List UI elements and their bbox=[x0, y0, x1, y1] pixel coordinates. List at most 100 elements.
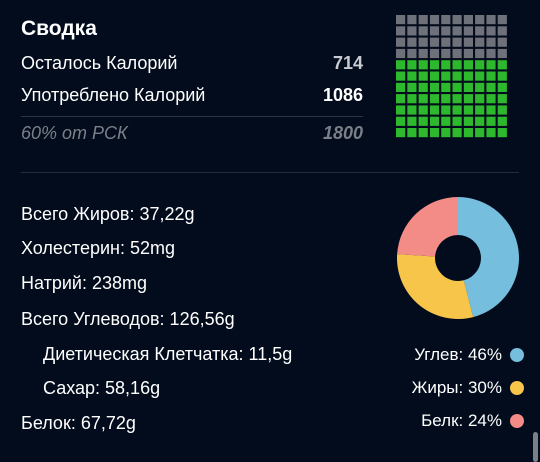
goal-calories-value: 1800 bbox=[322, 123, 363, 143]
waffle-cell bbox=[441, 37, 451, 47]
remaining-calories-row: Осталось Калорий 714 bbox=[21, 53, 363, 74]
waffle-cell bbox=[497, 15, 507, 25]
waffle-cell bbox=[475, 105, 485, 115]
waffle-cell bbox=[452, 82, 462, 92]
waffle-cell bbox=[463, 105, 473, 115]
waffle-cell bbox=[486, 48, 496, 59]
waffle-cell bbox=[475, 60, 485, 70]
legend-carbs-label: Углев: 46% bbox=[414, 345, 502, 364]
waffle-cell bbox=[407, 37, 417, 47]
total-carbs-text: Всего Углеводов: 126,56g bbox=[21, 309, 235, 329]
waffle-cell bbox=[407, 26, 417, 36]
waffle-cell bbox=[396, 48, 406, 59]
waffle-cell bbox=[463, 82, 473, 92]
waffle-cell bbox=[429, 15, 440, 25]
waffle-cell bbox=[441, 15, 451, 25]
waffle-cell bbox=[486, 105, 496, 115]
waffle-cell bbox=[486, 60, 496, 70]
waffle-cell bbox=[407, 116, 417, 126]
waffle-cell bbox=[429, 48, 440, 59]
waffle-cell bbox=[497, 26, 507, 36]
legend-carbs-dot-icon bbox=[510, 348, 524, 362]
legend-protein-label: Белк: 24% bbox=[421, 411, 502, 430]
waffle-cell bbox=[497, 60, 507, 70]
waffle-cell bbox=[418, 105, 428, 115]
donut-slice-1 bbox=[458, 197, 519, 318]
waffle-cell bbox=[497, 48, 507, 59]
total-fat-text: Всего Жиров: 37,22g bbox=[21, 204, 195, 224]
waffle-cell bbox=[418, 94, 428, 104]
consumed-calories-row: Употреблено Калорий 1086 bbox=[21, 85, 363, 106]
waffle-cell bbox=[418, 128, 428, 138]
summary-title: Сводка bbox=[21, 17, 97, 40]
remaining-calories-value: 714 bbox=[332, 53, 363, 73]
waffle-cell bbox=[452, 128, 462, 138]
waffle-cell bbox=[407, 48, 417, 59]
waffle-cell bbox=[396, 15, 406, 25]
waffle-cell bbox=[407, 15, 417, 25]
waffle-cell bbox=[407, 105, 417, 115]
waffle-cell bbox=[463, 71, 473, 81]
legend-protein-dot-icon bbox=[510, 414, 524, 428]
waffle-cell bbox=[441, 105, 451, 115]
waffle-cell bbox=[497, 116, 507, 126]
waffle-cell bbox=[463, 15, 473, 25]
waffle-cell bbox=[441, 94, 451, 104]
waffle-cell bbox=[418, 48, 428, 59]
waffle-cell bbox=[452, 94, 462, 104]
waffle-cell bbox=[418, 82, 428, 92]
waffle-cell bbox=[429, 26, 440, 36]
calorie-waffle-chart bbox=[396, 15, 507, 138]
waffle-cell bbox=[452, 26, 462, 36]
waffle-cell bbox=[407, 128, 417, 138]
waffle-cell bbox=[441, 26, 451, 36]
waffle-cell bbox=[418, 15, 428, 25]
waffle-cell bbox=[463, 60, 473, 70]
waffle-cell bbox=[452, 105, 462, 115]
waffle-cell bbox=[497, 94, 507, 104]
waffle-cell bbox=[475, 71, 485, 81]
waffle-cell bbox=[486, 94, 496, 104]
waffle-cell bbox=[497, 105, 507, 115]
waffle-cell bbox=[429, 82, 440, 92]
waffle-cell bbox=[486, 37, 496, 47]
waffle-cell bbox=[441, 82, 451, 92]
waffle-cell bbox=[441, 48, 451, 59]
waffle-cell bbox=[486, 128, 496, 138]
waffle-cell bbox=[475, 26, 485, 36]
consumed-calories-label: Употреблено Калорий bbox=[21, 85, 206, 105]
waffle-cell bbox=[429, 60, 440, 70]
waffle-cell bbox=[396, 105, 406, 115]
waffle-cell bbox=[429, 94, 440, 104]
legend-fat: Жиры: 30% bbox=[412, 378, 524, 398]
waffle-cell bbox=[475, 82, 485, 92]
waffle-cell bbox=[396, 60, 406, 70]
waffle-cell bbox=[463, 128, 473, 138]
waffle-cell bbox=[418, 71, 428, 81]
consumed-calories-value: 1086 bbox=[322, 85, 363, 105]
scrollbar[interactable] bbox=[533, 432, 538, 462]
waffle-cell bbox=[418, 116, 428, 126]
donut-slice-2 bbox=[397, 254, 474, 319]
waffle-cell bbox=[486, 15, 496, 25]
waffle-cell bbox=[396, 26, 406, 36]
waffle-cell bbox=[429, 71, 440, 81]
waffle-cell bbox=[429, 116, 440, 126]
waffle-cell bbox=[441, 128, 451, 138]
sodium-text: Натрий: 238mg bbox=[21, 273, 148, 293]
waffle-cell bbox=[463, 94, 473, 104]
waffle-cell bbox=[441, 60, 451, 70]
waffle-cell bbox=[475, 94, 485, 104]
waffle-cell bbox=[497, 82, 507, 92]
cholesterol-text: Холестерин: 52mg bbox=[21, 238, 176, 258]
waffle-cell bbox=[396, 94, 406, 104]
goal-percent-label: 60% от РСК bbox=[21, 123, 128, 143]
waffle-cell bbox=[407, 60, 417, 70]
legend-fat-label: Жиры: 30% bbox=[411, 378, 502, 397]
waffle-cell bbox=[486, 116, 496, 126]
waffle-cell bbox=[396, 116, 406, 126]
waffle-cell bbox=[475, 15, 485, 25]
waffle-cell bbox=[396, 71, 406, 81]
waffle-cell bbox=[429, 105, 440, 115]
waffle-cell bbox=[475, 116, 485, 126]
